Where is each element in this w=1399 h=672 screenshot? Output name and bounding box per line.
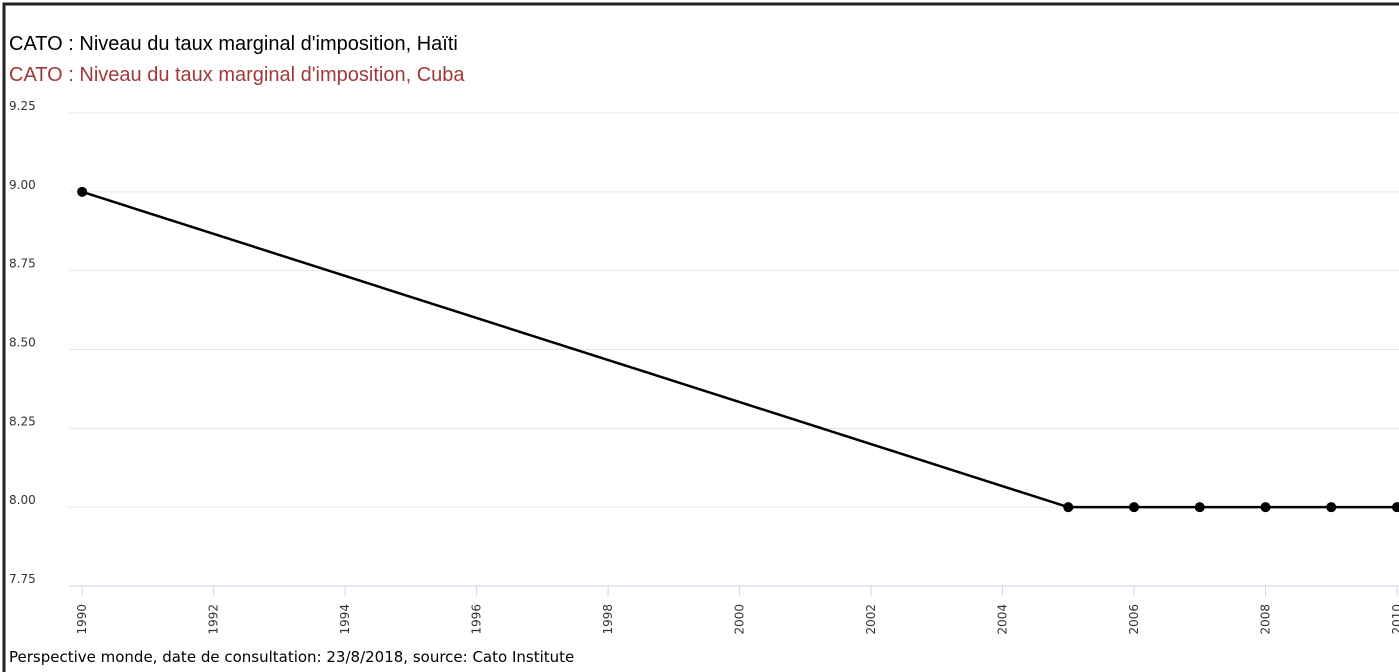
y-tick-label: 8.75 xyxy=(9,257,36,271)
x-tick-label: 1998 xyxy=(601,604,615,635)
legend-entry: CATO : Niveau du taux marginal d'imposit… xyxy=(9,33,458,55)
x-tick-label: 2010 xyxy=(1390,604,1399,635)
x-tick-label: 2000 xyxy=(733,604,747,635)
x-tick-label: 1990 xyxy=(75,604,89,635)
x-tick-label: 2002 xyxy=(864,604,878,635)
y-tick-label: 8.50 xyxy=(9,336,36,350)
data-point xyxy=(1194,502,1205,513)
x-tick-label: 1992 xyxy=(207,604,221,635)
x-tick-label: 1994 xyxy=(338,604,352,635)
y-tick-label: 8.00 xyxy=(9,493,36,507)
y-tick-label: 8.25 xyxy=(9,414,36,428)
x-tick-label: 2008 xyxy=(1259,604,1273,635)
data-point xyxy=(1063,502,1074,513)
legend-entry: CATO : Niveau du taux marginal d'imposit… xyxy=(9,64,465,86)
data-point xyxy=(1392,502,1399,513)
data-point xyxy=(1326,502,1337,513)
x-tick-label: 2004 xyxy=(996,604,1010,635)
x-tick-label: 2006 xyxy=(1127,604,1141,635)
y-tick-label: 9.25 xyxy=(9,99,36,113)
y-tick-label: 9.00 xyxy=(9,178,36,192)
y-tick-label: 7.75 xyxy=(9,572,36,586)
data-point xyxy=(1260,502,1271,513)
data-point xyxy=(77,186,88,197)
source-note: Perspective monde, date de consultation:… xyxy=(9,648,574,666)
data-point xyxy=(1129,502,1140,513)
x-tick-label: 1996 xyxy=(470,604,484,635)
